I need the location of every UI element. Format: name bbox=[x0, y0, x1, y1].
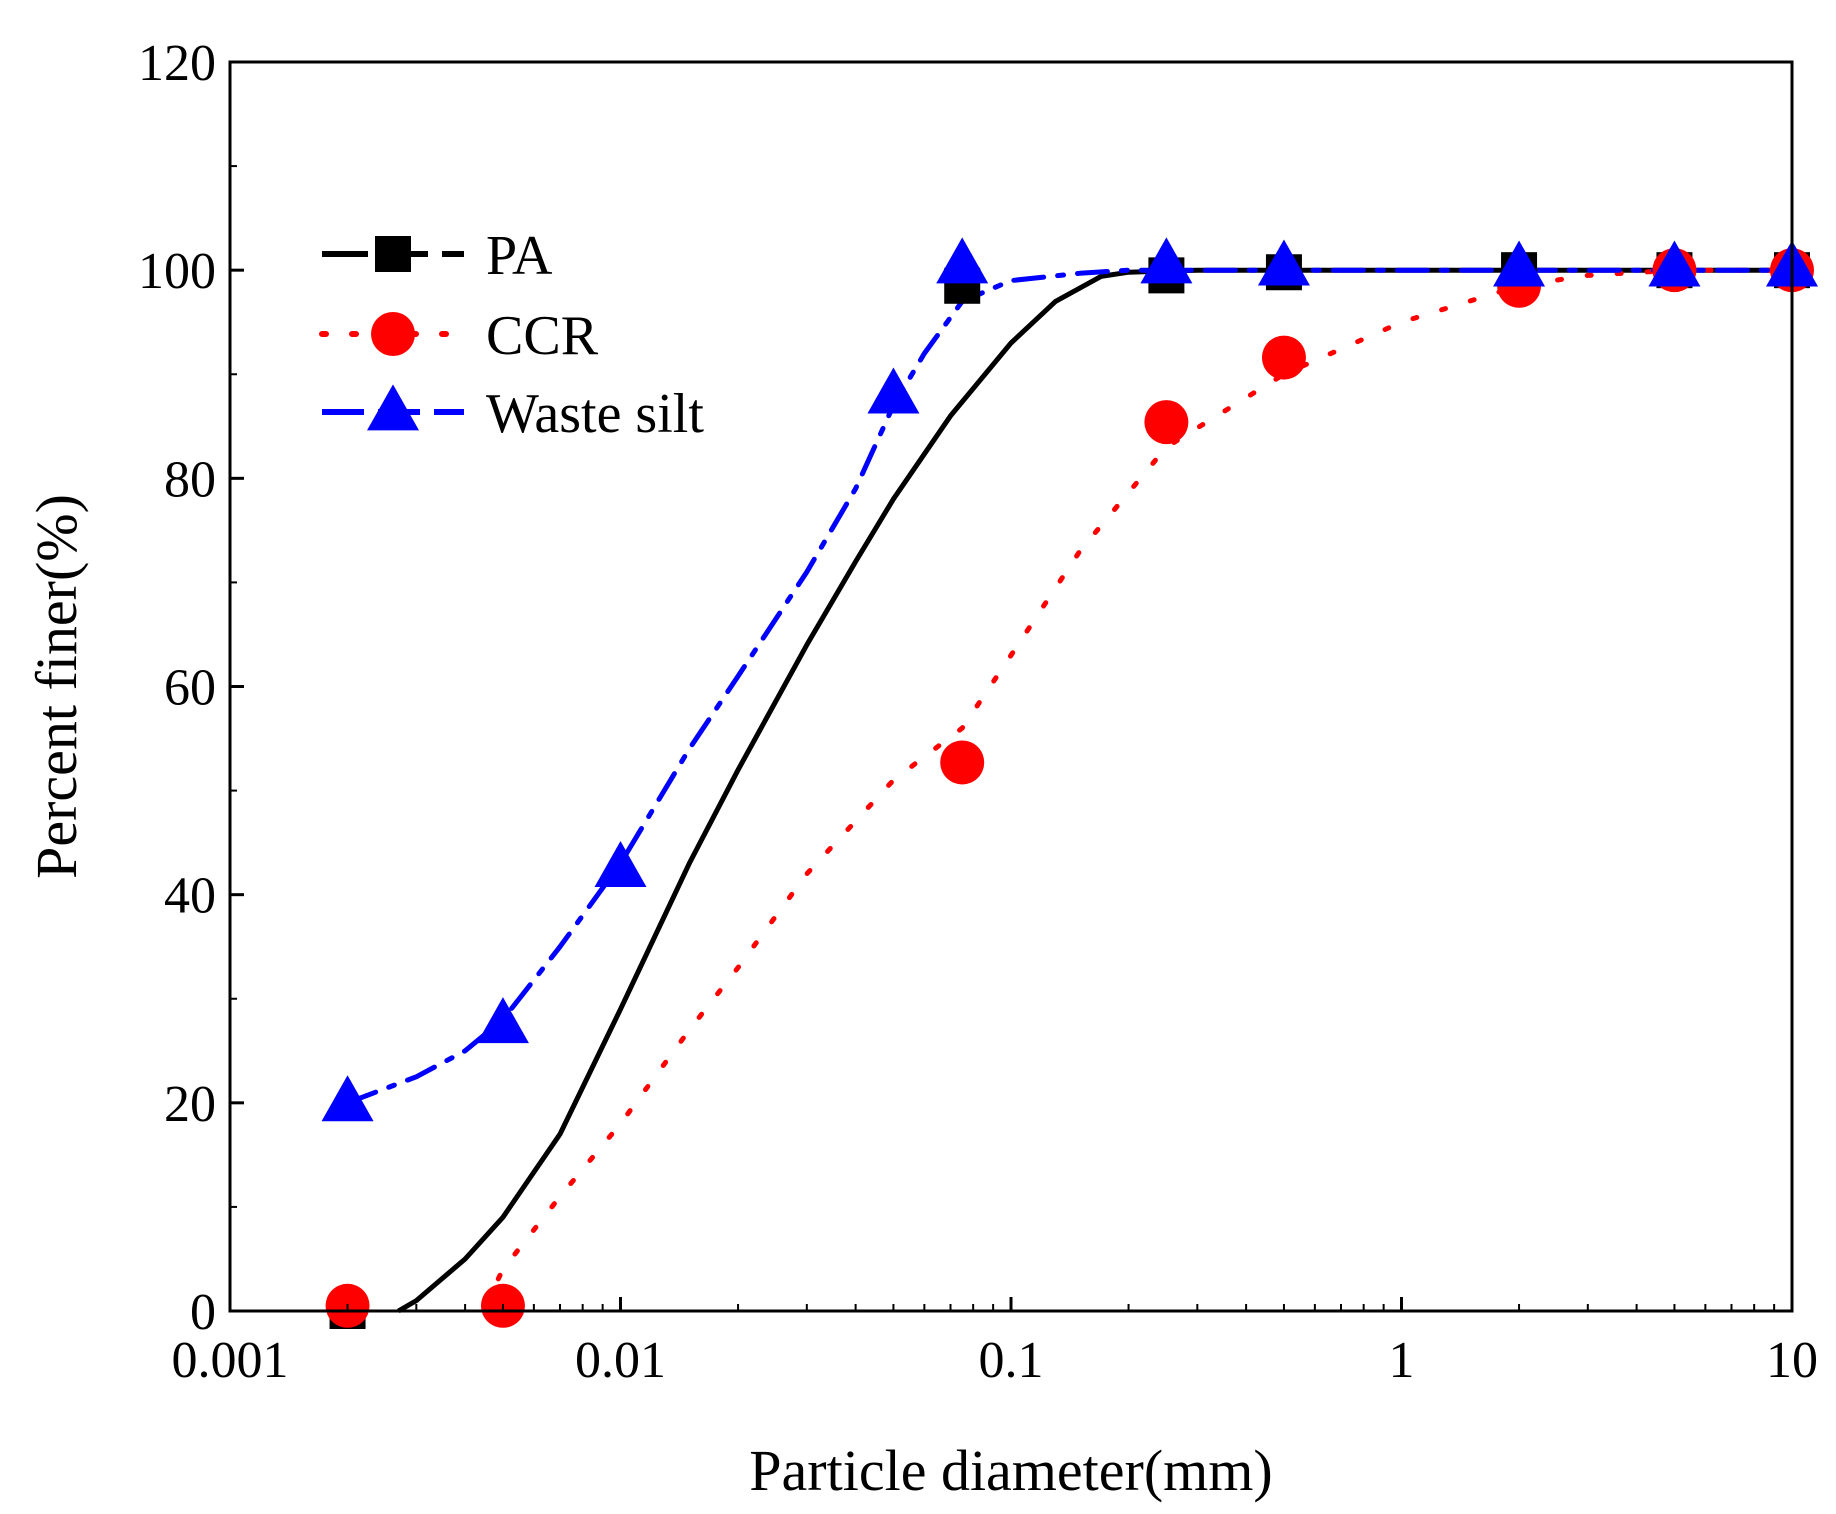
data-point-ccr bbox=[1144, 400, 1189, 445]
legend-label-waste-silt: Waste silt bbox=[486, 383, 704, 445]
data-point-waste-silt bbox=[867, 367, 920, 414]
y-axis-title: Percent finer(%) bbox=[24, 494, 89, 879]
data-point-ccr bbox=[940, 740, 985, 785]
y-tick-label: 100 bbox=[138, 243, 216, 300]
data-point-waste-silt bbox=[1493, 240, 1546, 287]
legend-marker-ccr bbox=[371, 312, 415, 356]
x-tick-label: 10 bbox=[1766, 1332, 1818, 1389]
y-tick-label: 0 bbox=[190, 1284, 216, 1341]
data-point-waste-silt bbox=[1257, 239, 1310, 286]
legend-marker-waste-silt bbox=[367, 384, 419, 431]
legend-marker-pa bbox=[375, 236, 411, 272]
marker-layer bbox=[321, 237, 1818, 1329]
y-tick-label: 80 bbox=[164, 451, 216, 508]
legend-label-pa: PA bbox=[486, 225, 553, 287]
y-tick-label: 20 bbox=[164, 1076, 216, 1133]
x-axis-title: Particle diameter(mm) bbox=[749, 1438, 1272, 1503]
legend-label-ccr: CCR bbox=[486, 305, 599, 367]
legend: PA CCR Waste silt bbox=[319, 225, 704, 445]
data-point-ccr bbox=[1261, 335, 1306, 380]
x-tick-label: 0.01 bbox=[575, 1332, 666, 1389]
data-point-waste-silt bbox=[594, 841, 647, 888]
x-tick-label: 0.1 bbox=[979, 1332, 1044, 1389]
data-point-waste-silt bbox=[1140, 237, 1193, 284]
data-point-waste-silt bbox=[936, 237, 989, 284]
y-tick-label: 60 bbox=[164, 660, 216, 717]
x-tick-label: 1 bbox=[1389, 1332, 1415, 1389]
x-tick-label: 0.001 bbox=[172, 1332, 289, 1389]
data-point-waste-silt bbox=[476, 997, 529, 1044]
data-point-waste-silt bbox=[321, 1075, 374, 1122]
y-tick-label: 40 bbox=[164, 868, 216, 925]
data-point-waste-silt bbox=[1648, 240, 1701, 287]
y-tick-label: 120 bbox=[138, 35, 216, 92]
